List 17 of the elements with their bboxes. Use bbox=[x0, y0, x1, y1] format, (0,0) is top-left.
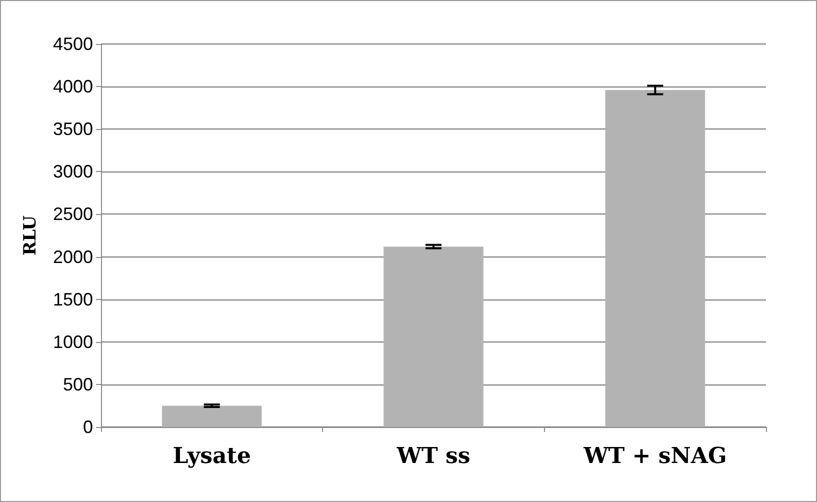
x-tick-label: Lysate bbox=[172, 443, 251, 469]
bar bbox=[605, 90, 706, 427]
y-tick-label: 4500 bbox=[52, 34, 93, 54]
bar bbox=[162, 406, 262, 427]
y-tick-label: 1000 bbox=[52, 332, 93, 352]
y-tick-label: 3500 bbox=[52, 119, 93, 140]
y-tick-label: 2000 bbox=[52, 246, 93, 267]
y-axis-title: RLU bbox=[20, 215, 40, 256]
bar bbox=[384, 246, 484, 427]
y-tick-label: 500 bbox=[62, 374, 93, 394]
x-tick-label: WT ss bbox=[396, 443, 470, 469]
y-tick-label: 0 bbox=[82, 417, 93, 437]
y-tick-label: 2500 bbox=[52, 204, 93, 224]
x-tick-label: WT + sNAG bbox=[582, 443, 727, 469]
y-tick-label: 4000 bbox=[52, 76, 93, 97]
y-tick-label: 3000 bbox=[52, 162, 93, 182]
y-tick-label: 1500 bbox=[52, 289, 93, 310]
